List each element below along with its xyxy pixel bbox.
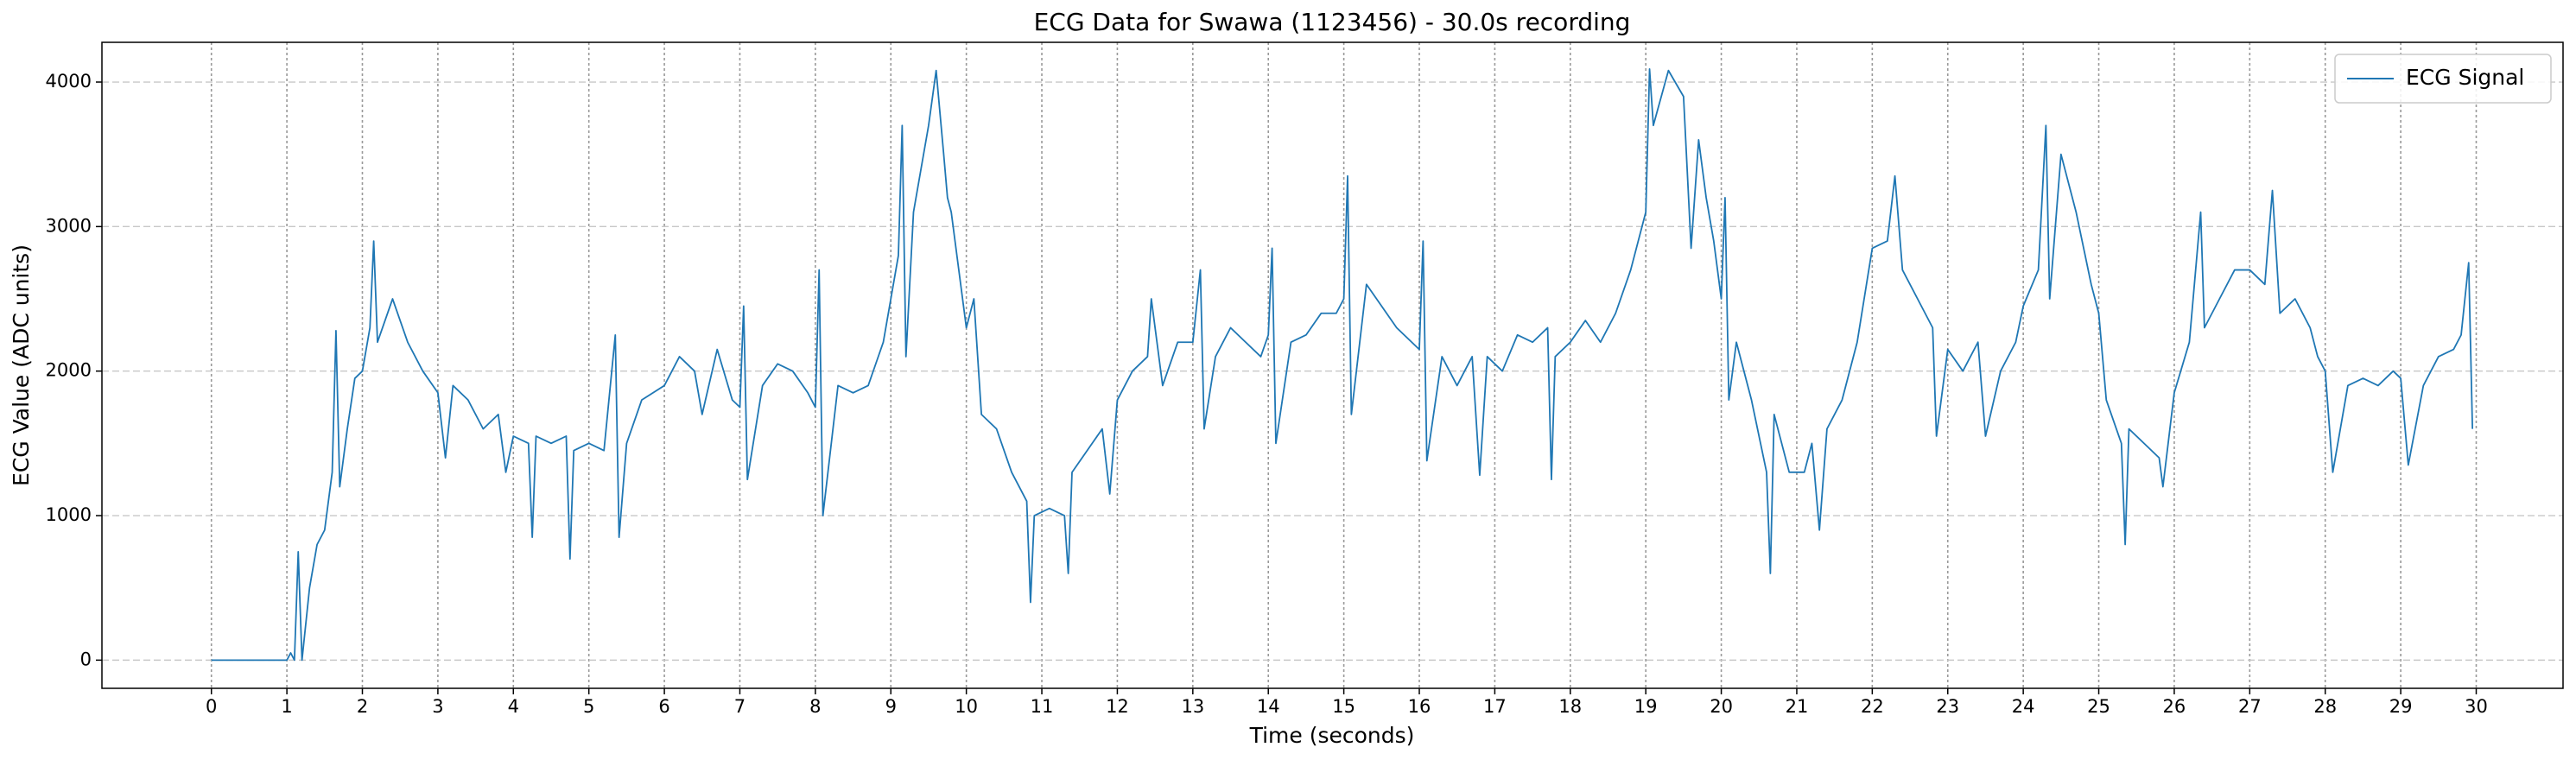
- x-tick-label: 16: [1408, 696, 1431, 717]
- x-tick-label: 27: [2238, 696, 2262, 717]
- y-tick-label: 1000: [46, 504, 92, 525]
- x-tick-label: 6: [658, 696, 669, 717]
- x-tick-label: 28: [2313, 696, 2337, 717]
- legend-label: ECG Signal: [2406, 65, 2524, 90]
- axes: 0 1 2 3 4 5 6 7 8 9 10 11 12 13 14 15 16 17 18 19 20 21 22 23 24…: [46, 71, 2488, 717]
- x-tick-label: 29: [2389, 696, 2413, 717]
- x-tick-label: 11: [1031, 696, 1054, 717]
- x-tick-label: 15: [1332, 696, 1355, 717]
- x-tick-label: 26: [2163, 696, 2186, 717]
- legend: ECG Signal: [2334, 54, 2552, 104]
- ecg-line: [211, 68, 2474, 662]
- plot: [211, 68, 2474, 662]
- x-tick-label: 22: [1861, 696, 1884, 717]
- y-axis-label: ECG Value (ADC units): [9, 244, 34, 486]
- y-tick-label: 4000: [46, 71, 92, 92]
- x-tick-label: 17: [1483, 696, 1507, 717]
- x-tick-label: 30: [2465, 696, 2488, 717]
- x-tick-label: 10: [955, 696, 978, 717]
- x-tick-label: 9: [885, 696, 897, 717]
- x-tick-label: 13: [1181, 696, 1204, 717]
- y-tick-label: 0: [80, 649, 92, 669]
- x-tick-label: 3: [432, 696, 443, 717]
- x-tick-label: 4: [508, 696, 519, 717]
- x-tick-label: 14: [1257, 696, 1280, 717]
- y-tick-label: 2000: [46, 360, 92, 381]
- x-tick-label: 18: [1558, 696, 1582, 717]
- x-tick-label: 23: [1936, 696, 1959, 717]
- grid: [102, 42, 2563, 688]
- x-tick-label: 12: [1106, 696, 1129, 717]
- x-tick-label: 25: [2087, 696, 2110, 717]
- x-tick-label: 8: [809, 696, 821, 717]
- plot-frame: [101, 41, 2564, 689]
- x-tick-label: 5: [583, 696, 594, 717]
- legend-box: [2334, 54, 2552, 104]
- x-tick-label: 0: [206, 696, 217, 717]
- x-tick-label: 21: [1786, 696, 1809, 717]
- x-tick-label: 7: [734, 696, 746, 717]
- x-axis-label: Time (seconds): [1249, 723, 1415, 748]
- y-tick-label: 3000: [46, 215, 92, 236]
- x-tick-label: 1: [281, 696, 292, 717]
- chart-title: ECG Data for Swawa (1123456) - 30.0s rec…: [1034, 8, 1631, 36]
- x-tick-label: 2: [357, 696, 368, 717]
- x-tick-label: 20: [1710, 696, 1733, 717]
- x-tick-label: 19: [1634, 696, 1658, 717]
- x-tick-label: 24: [2012, 696, 2035, 717]
